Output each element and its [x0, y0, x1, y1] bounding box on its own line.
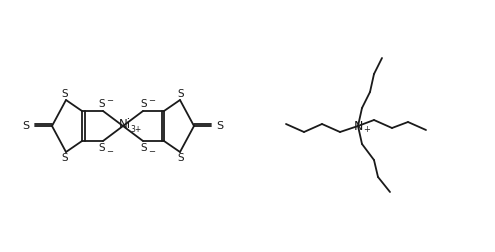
Text: +: +: [363, 125, 370, 135]
Text: −: −: [148, 97, 155, 106]
Text: S: S: [62, 153, 68, 163]
Text: 3+: 3+: [130, 125, 142, 135]
Text: S: S: [141, 143, 148, 153]
Text: N: N: [353, 119, 363, 133]
Text: −: −: [106, 97, 113, 106]
Text: −: −: [106, 147, 113, 156]
Text: S: S: [99, 99, 105, 109]
Text: S: S: [62, 89, 68, 99]
Text: S: S: [178, 153, 184, 163]
Text: S: S: [22, 121, 30, 131]
Text: S: S: [216, 121, 224, 131]
Text: S: S: [141, 99, 148, 109]
Text: S: S: [178, 89, 184, 99]
Text: Ni: Ni: [119, 118, 131, 132]
Text: −: −: [148, 147, 155, 156]
Text: S: S: [99, 143, 105, 153]
